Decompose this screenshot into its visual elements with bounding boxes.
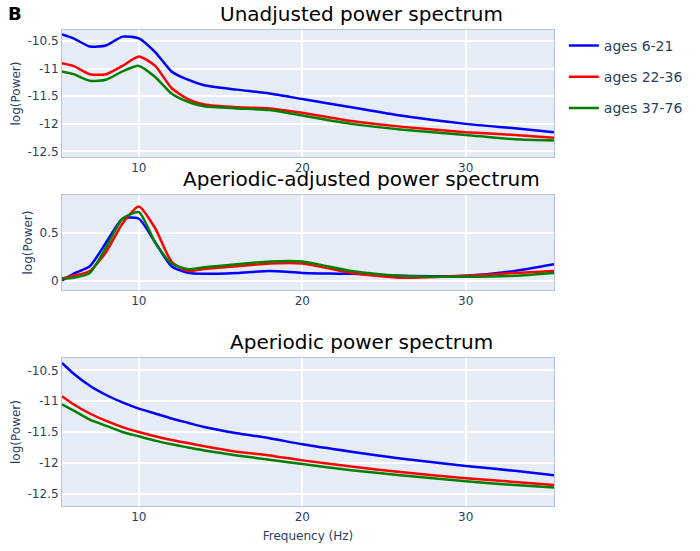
svg-text:Unadjusted power spectrum: Unadjusted power spectrum — [220, 2, 503, 26]
svg-text:log(Power): log(Power) — [9, 400, 23, 464]
svg-text:-12: -12 — [39, 456, 59, 470]
svg-text:10: 10 — [131, 294, 146, 308]
svg-text:30: 30 — [458, 510, 473, 524]
svg-text:20: 20 — [295, 510, 310, 524]
svg-text:-12: -12 — [39, 117, 59, 131]
svg-text:-11: -11 — [39, 394, 59, 408]
svg-text:-10.5: -10.5 — [28, 364, 59, 378]
svg-text:-11.5: -11.5 — [28, 425, 59, 439]
svg-text:-12.5: -12.5 — [28, 487, 59, 501]
svg-text:0: 0 — [51, 274, 59, 288]
svg-text:ages 22-36: ages 22-36 — [604, 69, 683, 85]
svg-text:-10.5: -10.5 — [28, 34, 59, 48]
svg-text:-11: -11 — [39, 62, 59, 76]
svg-text:Aperiodic-adjusted power spect: Aperiodic-adjusted power spectrum — [183, 167, 540, 191]
svg-text:log(Power): log(Power) — [21, 211, 35, 275]
svg-text:30: 30 — [458, 161, 473, 175]
svg-text:-11.5: -11.5 — [28, 89, 59, 103]
svg-text:0.5: 0.5 — [40, 226, 59, 240]
svg-text:B: B — [8, 3, 22, 24]
svg-text:Aperiodic power spectrum: Aperiodic power spectrum — [230, 330, 493, 354]
svg-text:ages 6-21: ages 6-21 — [604, 38, 674, 54]
svg-text:20: 20 — [295, 161, 310, 175]
svg-text:ages 37-76: ages 37-76 — [604, 100, 683, 116]
svg-text:log(Power): log(Power) — [9, 62, 23, 126]
svg-text:30: 30 — [458, 294, 473, 308]
svg-text:10: 10 — [131, 510, 146, 524]
svg-text:-12.5: -12.5 — [28, 145, 59, 159]
svg-text:20: 20 — [295, 294, 310, 308]
svg-text:Frequency (Hz): Frequency (Hz) — [263, 529, 354, 543]
svg-text:10: 10 — [131, 161, 146, 175]
